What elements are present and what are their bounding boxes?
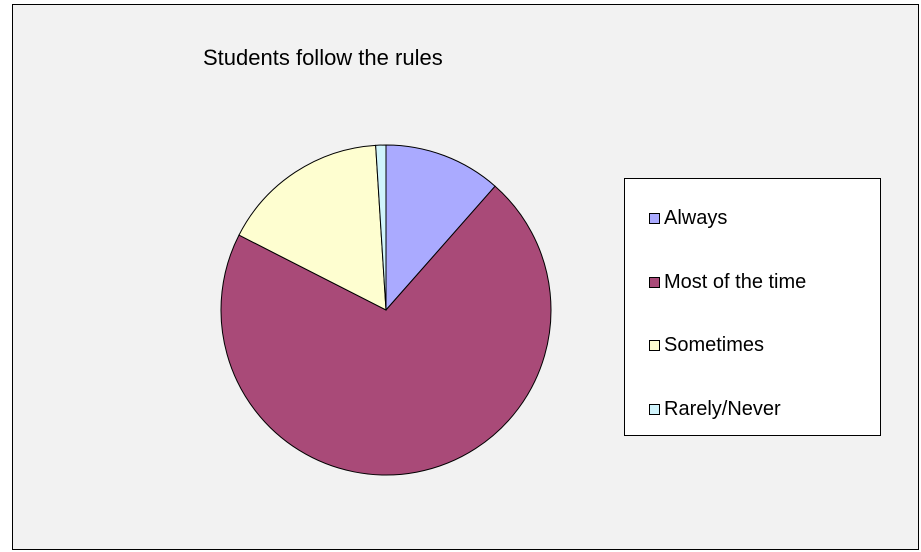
legend-item-rarely-never: Rarely/Never — [649, 396, 781, 422]
legend-item-sometimes: Sometimes — [649, 332, 764, 358]
chart-title: Students follow the rules — [203, 45, 443, 70]
pie-chart — [220, 144, 552, 476]
legend-swatch-rarely-never — [649, 403, 660, 415]
pie-slice-sometimes — [238, 144, 387, 311]
pie-slice-rarely-never — [375, 144, 387, 311]
legend-label-always: Always — [664, 206, 728, 229]
pie-slice-most-of-the-time — [220, 185, 552, 476]
legend-swatch-sometimes — [649, 339, 660, 351]
legend-item-most-of-the-time: Most of the time — [649, 269, 806, 295]
legend-label-rarely-never: Rarely/Never — [664, 397, 781, 420]
legend-swatch-always — [649, 212, 660, 224]
legend-label-sometimes: Sometimes — [664, 333, 765, 356]
chart-area: Students follow the rules Always Most of… — [12, 4, 919, 550]
legend-swatch-most-of-the-time — [649, 276, 660, 288]
legend-label-most-of-the-time: Most of the time — [664, 270, 807, 293]
legend: Always Most of the time Sometimes Rarely… — [624, 178, 881, 436]
pie-slice-always — [385, 144, 496, 312]
legend-item-always: Always — [649, 205, 727, 231]
